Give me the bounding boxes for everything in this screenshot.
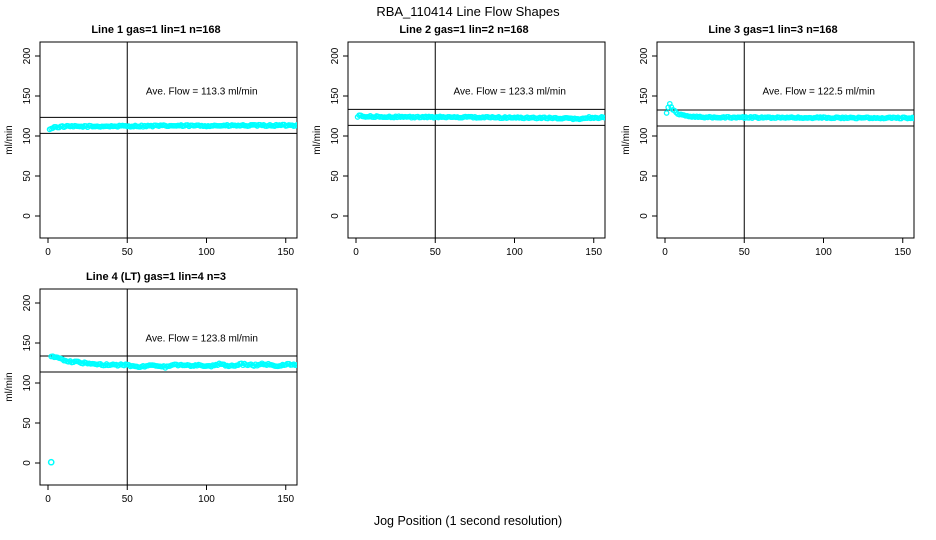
x-tick-label: 150 <box>277 494 294 505</box>
x-tick-label: 0 <box>45 494 51 505</box>
panel-line-1: 0 50 100 150 0 50 100 150 200 ml/min Ave. Flow = 1… <box>4 41 298 258</box>
y-axis-label: ml/min <box>621 125 632 154</box>
x-tick-label: 100 <box>198 494 215 505</box>
data-point <box>295 123 297 129</box>
panel-title-line-1: Line 1 gas=1 lin=1 n=168 <box>91 24 221 36</box>
y-tick-label: 50 <box>22 170 33 182</box>
outlier-point <box>47 458 55 466</box>
y-tick-label: 0 <box>22 460 33 466</box>
x-tick-label: 0 <box>353 247 359 258</box>
data-point <box>295 363 297 368</box>
y-tick-label: 150 <box>330 87 341 104</box>
x-tick-label: 50 <box>122 494 134 505</box>
y-tick-label: 200 <box>22 294 33 311</box>
ave-flow-label: Ave. Flow = 123.3 ml/min <box>454 86 566 97</box>
y-tick-label: 200 <box>330 47 341 64</box>
x-tick-label: 50 <box>739 247 751 258</box>
y-tick-label: 50 <box>639 170 650 182</box>
data-point <box>663 110 670 116</box>
x-tick-label: 0 <box>662 247 668 258</box>
y-axis-label: ml/min <box>4 125 15 154</box>
plot-box <box>39 41 298 239</box>
main-title: RBA_110414 Line Flow Shapes <box>376 4 560 19</box>
plot-box <box>39 288 298 486</box>
x-tick-label: 50 <box>122 247 134 258</box>
panel-title-line-2: Line 2 gas=1 lin=2 n=168 <box>399 24 529 36</box>
y-tick-label: 150 <box>22 334 33 351</box>
x-tick-label: 0 <box>45 247 51 258</box>
y-axis-label: ml/min <box>312 125 323 154</box>
y-tick-label: 0 <box>330 213 341 219</box>
plot-box <box>347 41 606 239</box>
panel-title-line-4: Line 4 (LT) gas=1 lin=4 n=3 <box>85 271 227 283</box>
y-tick-label: 50 <box>22 417 33 429</box>
x-tick-label: 100 <box>815 247 832 258</box>
data-point <box>912 116 914 121</box>
y-tick-label: 100 <box>22 374 33 391</box>
x-tick-label: 150 <box>585 247 602 258</box>
y-tick-label: 50 <box>330 170 341 182</box>
x-axis-label: Jog Position (1 second resolution) <box>373 514 563 528</box>
x-tick-label: 150 <box>277 247 294 258</box>
x-tick-label: 150 <box>894 247 911 258</box>
y-tick-label: 200 <box>22 47 33 64</box>
panel-line-3: 0 50 100 150 0 50 100 150 200 ml/min Ave. Flow = 1… <box>621 41 915 258</box>
panel-line-2: 0 50 100 150 0 50 100 150 200 ml/min Ave. Flow = 1… <box>312 41 606 258</box>
x-tick-label: 100 <box>198 247 215 258</box>
y-tick-label: 200 <box>639 47 650 64</box>
ave-flow-label: Ave. Flow = 113.3 ml/min <box>146 86 258 97</box>
data-points <box>46 121 297 133</box>
data-point <box>603 115 605 121</box>
ave-flow-label: Ave. Flow = 123.8 ml/min <box>146 333 258 344</box>
x-tick-label: 100 <box>506 247 523 258</box>
panel-line-4: 0 50 100 150 0 50 100 150 200 ml/min Ave. Flow = 1… <box>4 288 298 505</box>
data-points <box>663 100 914 122</box>
data-points <box>354 112 605 123</box>
y-tick-label: 150 <box>22 87 33 104</box>
y-tick-label: 100 <box>330 127 341 144</box>
y-tick-label: 150 <box>639 87 650 104</box>
y-tick-label: 100 <box>639 127 650 144</box>
y-axis-label: ml/min <box>4 372 15 401</box>
plot-box <box>656 41 915 239</box>
x-tick-label: 50 <box>430 247 442 258</box>
y-tick-label: 0 <box>22 213 33 219</box>
y-tick-label: 0 <box>639 213 650 219</box>
data-points <box>47 353 297 466</box>
y-tick-label: 100 <box>22 127 33 144</box>
panel-title-line-3: Line 3 gas=1 lin=3 n=168 <box>708 24 838 36</box>
ave-flow-label: Ave. Flow = 122.5 ml/min <box>763 86 875 97</box>
